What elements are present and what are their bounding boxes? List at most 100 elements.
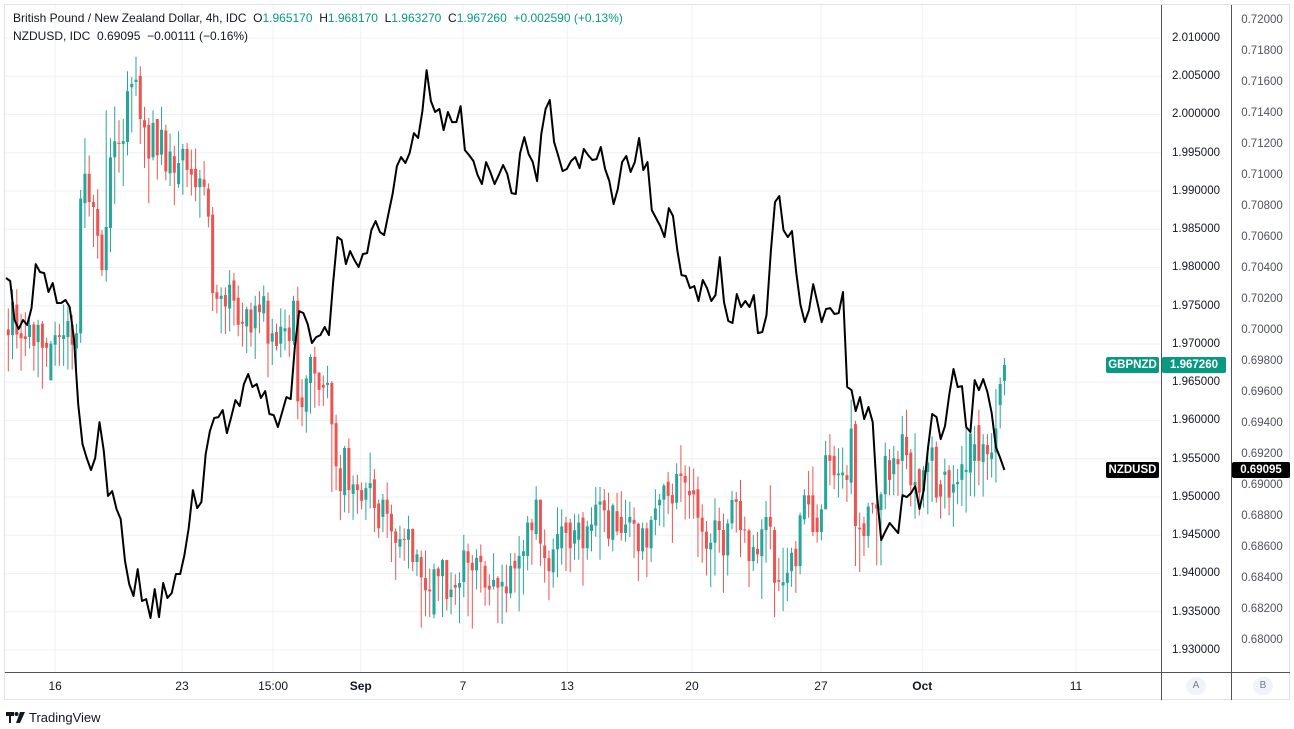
candle[interactable] [330, 381, 334, 492]
candle[interactable] [211, 207, 215, 312]
candle[interactable] [760, 519, 764, 599]
candle[interactable] [947, 465, 951, 516]
candle[interactable] [355, 474, 359, 514]
candle[interactable] [36, 319, 40, 378]
candle[interactable] [453, 574, 457, 605]
candle[interactable] [266, 292, 270, 378]
candle[interactable] [423, 550, 427, 617]
candle[interactable] [509, 553, 513, 599]
candle[interactable] [858, 512, 862, 573]
candle[interactable] [321, 375, 325, 406]
candle[interactable] [624, 499, 628, 542]
candle[interactable] [572, 514, 576, 560]
candle[interactable] [781, 547, 785, 612]
candle[interactable] [351, 475, 355, 520]
candle[interactable] [432, 563, 436, 619]
candle[interactable] [717, 507, 721, 553]
candle[interactable] [721, 513, 725, 593]
candle[interactable] [500, 564, 504, 624]
candle[interactable] [206, 183, 210, 228]
candle[interactable] [381, 493, 385, 533]
candle[interactable] [219, 287, 223, 334]
candle[interactable] [530, 518, 534, 565]
candle[interactable] [57, 323, 61, 366]
candle[interactable] [836, 448, 840, 498]
candle[interactable] [121, 119, 125, 186]
candle[interactable] [45, 337, 49, 367]
candle[interactable] [619, 491, 623, 541]
candle[interactable] [270, 318, 274, 366]
candle[interactable] [172, 145, 176, 206]
candle[interactable] [87, 155, 91, 217]
candle[interactable] [79, 189, 83, 343]
candle[interactable] [939, 479, 943, 519]
candle[interactable] [662, 483, 666, 528]
candle[interactable] [96, 189, 100, 259]
candle[interactable] [406, 515, 410, 569]
candle[interactable] [700, 504, 704, 563]
candle[interactable] [913, 433, 917, 519]
candle[interactable] [602, 488, 606, 533]
candle[interactable] [168, 133, 172, 186]
candle[interactable] [764, 500, 768, 563]
candle[interactable] [262, 285, 266, 322]
candle[interactable] [441, 558, 445, 618]
candle[interactable] [734, 491, 738, 533]
candle[interactable] [611, 503, 615, 552]
candle[interactable] [973, 425, 977, 497]
candle[interactable] [398, 525, 402, 558]
candle[interactable] [543, 529, 547, 583]
candle[interactable] [564, 516, 568, 572]
candle[interactable] [23, 312, 27, 357]
main-series-title[interactable]: British Pound / New Zealand Dollar, 4h, … [13, 11, 247, 25]
candle[interactable] [581, 511, 585, 586]
candle[interactable] [483, 560, 487, 606]
candle[interactable] [249, 302, 253, 347]
candle[interactable] [475, 549, 479, 590]
candle[interactable] [257, 291, 261, 334]
candle[interactable] [253, 295, 257, 359]
candle[interactable] [343, 446, 347, 513]
candle[interactable] [347, 438, 351, 514]
candle[interactable] [811, 466, 815, 537]
candle[interactable] [389, 504, 393, 562]
candle[interactable] [534, 486, 538, 540]
candle[interactable] [866, 502, 870, 548]
candle[interactable] [713, 498, 717, 576]
chart-plot-area[interactable] [5, 5, 1161, 672]
candle[interactable] [930, 436, 934, 502]
candle[interactable] [32, 321, 36, 371]
candle[interactable] [360, 482, 364, 510]
candle[interactable] [743, 516, 747, 543]
candle[interactable] [198, 169, 202, 218]
candle[interactable] [28, 319, 32, 349]
candle[interactable] [458, 572, 462, 624]
candle[interactable] [794, 541, 798, 593]
candle[interactable] [402, 528, 406, 561]
candle[interactable] [990, 433, 994, 478]
candle[interactable] [215, 284, 219, 314]
candle[interactable] [326, 365, 330, 399]
candle[interactable] [49, 340, 53, 381]
candle[interactable] [547, 550, 551, 601]
candle[interactable] [956, 469, 960, 505]
candle[interactable] [334, 414, 338, 491]
candle[interactable] [513, 553, 517, 593]
candle[interactable] [747, 528, 751, 588]
candle[interactable] [300, 379, 304, 427]
candle[interactable] [15, 289, 19, 349]
candle[interactable] [292, 295, 296, 345]
candle[interactable] [551, 538, 555, 588]
candle[interactable] [419, 550, 423, 628]
candle[interactable] [66, 306, 70, 370]
candle[interactable] [164, 124, 168, 181]
candle[interactable] [645, 522, 649, 578]
candle[interactable] [487, 574, 491, 606]
candle[interactable] [909, 449, 913, 507]
candle[interactable] [492, 553, 496, 590]
candle[interactable] [598, 487, 602, 560]
candle[interactable] [1002, 357, 1006, 396]
candle[interactable] [317, 372, 321, 406]
candle[interactable] [849, 399, 853, 495]
candle[interactable] [521, 539, 525, 595]
